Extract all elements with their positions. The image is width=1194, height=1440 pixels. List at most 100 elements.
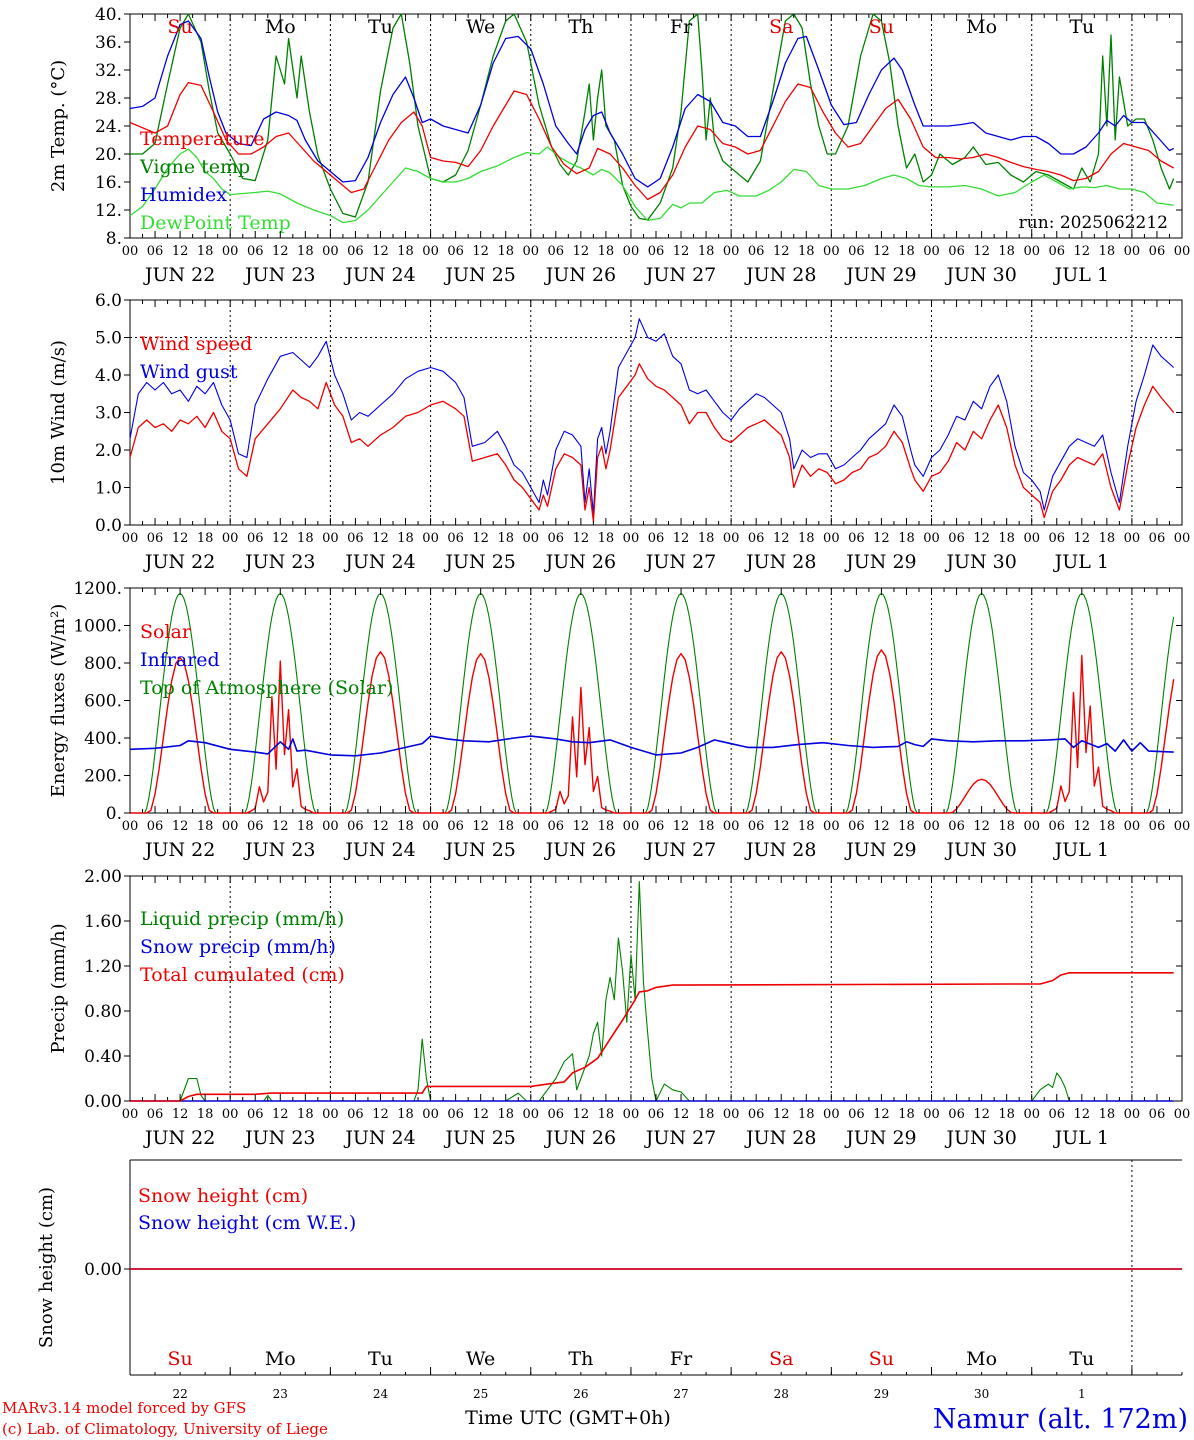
date-label: JUN 30 — [944, 551, 1016, 573]
legend-entry: Humidex — [140, 184, 227, 206]
date-label: JUN 28 — [744, 551, 816, 573]
date-label: JUL 1 — [1053, 551, 1109, 573]
date-label: JUN 25 — [443, 551, 515, 573]
station-label: Namur (alt. 172m) — [933, 1404, 1188, 1435]
y-tick-label: 40. — [95, 5, 122, 25]
date-label: JUN 23 — [243, 1127, 315, 1149]
y-tick-label: 28. — [95, 89, 122, 109]
day-name: Su — [167, 1348, 192, 1370]
hour-label: 18 — [998, 1107, 1015, 1122]
hour-label: 18 — [698, 531, 715, 546]
y-axis-title: Precip (mm/h) — [48, 923, 69, 1053]
hour-label: 00 — [522, 819, 539, 834]
hour-label: 18 — [1099, 244, 1116, 259]
y-tick-label: 1000. — [73, 617, 122, 637]
date-label: JUN 27 — [644, 264, 716, 286]
hour-label: 00 — [522, 1107, 539, 1122]
date-label: JUN 26 — [544, 264, 616, 286]
hour-label: 12 — [773, 1107, 790, 1122]
y-tick-label: 0.00 — [84, 1260, 122, 1280]
legend-entry: Top of Atmosphere (Solar) — [140, 677, 393, 699]
date-label: JUN 30 — [944, 1127, 1016, 1149]
series-line-temperature — [129, 81, 1175, 201]
hour-label: 00 — [422, 819, 439, 834]
legend-entry: Temperature — [140, 128, 264, 150]
hour-label: 18 — [698, 244, 715, 259]
date-label: JUN 23 — [243, 264, 315, 286]
hour-label: 18 — [598, 1107, 615, 1122]
hour-label: 12 — [272, 1107, 289, 1122]
hour-label: 12 — [873, 1107, 890, 1122]
y-tick-label: 32. — [95, 61, 122, 81]
series-line-vigne-temp — [130, 13, 1175, 221]
day-number: 22 — [172, 1387, 187, 1401]
hour-label: 06 — [948, 244, 965, 259]
hour-label: 00 — [1174, 244, 1191, 259]
hour-label: 06 — [748, 531, 765, 546]
hour-label: 06 — [1048, 244, 1065, 259]
hour-label: 00 — [122, 819, 139, 834]
hour-label: 18 — [798, 1107, 815, 1122]
hour-label: 18 — [197, 819, 214, 834]
hour-label: 18 — [798, 819, 815, 834]
day-number: 28 — [774, 1387, 789, 1401]
hour-label: 18 — [197, 531, 214, 546]
hour-label: 12 — [573, 531, 590, 546]
date-label: JUN 22 — [143, 1127, 215, 1149]
hour-label: 12 — [172, 819, 189, 834]
day-name: Tu — [368, 16, 393, 38]
hour-label: 18 — [598, 244, 615, 259]
day-name: Fr — [670, 16, 693, 38]
legend-entry: Solar — [140, 621, 192, 643]
hour-label: 12 — [673, 819, 690, 834]
date-label: JUN 25 — [443, 1127, 515, 1149]
hour-label: 00 — [1124, 1107, 1141, 1122]
date-label: JUN 27 — [644, 839, 716, 861]
hour-label: 12 — [172, 244, 189, 259]
x-axis-2: 00 06 12 18 00 06 12 18 00 06 12 18 00 06 12 18 00 06 12 18… — [122, 588, 1190, 861]
hour-label: 00 — [322, 819, 339, 834]
y-tick-label: 0.40 — [84, 1047, 122, 1067]
hour-label: 18 — [497, 244, 514, 259]
hour-label: 12 — [973, 244, 990, 259]
date-label: JUN 29 — [844, 1127, 916, 1149]
hour-label: 06 — [1048, 819, 1065, 834]
day-name: Mo — [966, 16, 997, 38]
y-tick-label: 0.00 — [84, 1092, 122, 1112]
credit-line-1: MARv3.14 model forced by GFS — [2, 1399, 246, 1417]
hour-label: 06 — [848, 819, 865, 834]
hour-label: 18 — [397, 1107, 414, 1122]
hour-label: 06 — [1048, 531, 1065, 546]
hour-label: 06 — [648, 244, 665, 259]
date-label: JUN 27 — [644, 551, 716, 573]
day-name: Tu — [1069, 1348, 1094, 1370]
day-number: 24 — [373, 1387, 389, 1401]
date-label: JUN 28 — [744, 1127, 816, 1149]
hour-label: 18 — [898, 531, 915, 546]
hour-label: 00 — [823, 244, 840, 259]
hour-label: 12 — [873, 819, 890, 834]
hour-label: 12 — [1074, 531, 1091, 546]
hour-label: 06 — [1149, 819, 1166, 834]
y-tick-label: 1.60 — [84, 912, 122, 932]
hour-label: 00 — [623, 819, 640, 834]
hour-label: 06 — [347, 819, 364, 834]
y-tick-label: 20. — [95, 145, 122, 165]
legend-entry: Liquid precip (mm/h) — [140, 908, 344, 930]
hour-label: 00 — [422, 244, 439, 259]
hour-label: 18 — [1099, 531, 1116, 546]
hour-label: 18 — [1099, 819, 1116, 834]
y-tick-label: 36. — [95, 33, 122, 53]
hour-label: 18 — [998, 819, 1015, 834]
day-number: 30 — [974, 1387, 989, 1401]
hour-label: 12 — [172, 1107, 189, 1122]
hour-label: 06 — [147, 819, 164, 834]
y-tick-label: 4.0 — [95, 366, 122, 386]
hour-label: 12 — [873, 531, 890, 546]
hour-label: 18 — [197, 1107, 214, 1122]
y-tick-label: 24. — [95, 117, 122, 137]
hour-label: 06 — [347, 1107, 364, 1122]
date-label: JUN 30 — [944, 264, 1016, 286]
hour-label: 12 — [472, 1107, 489, 1122]
day-name: We — [466, 16, 495, 38]
